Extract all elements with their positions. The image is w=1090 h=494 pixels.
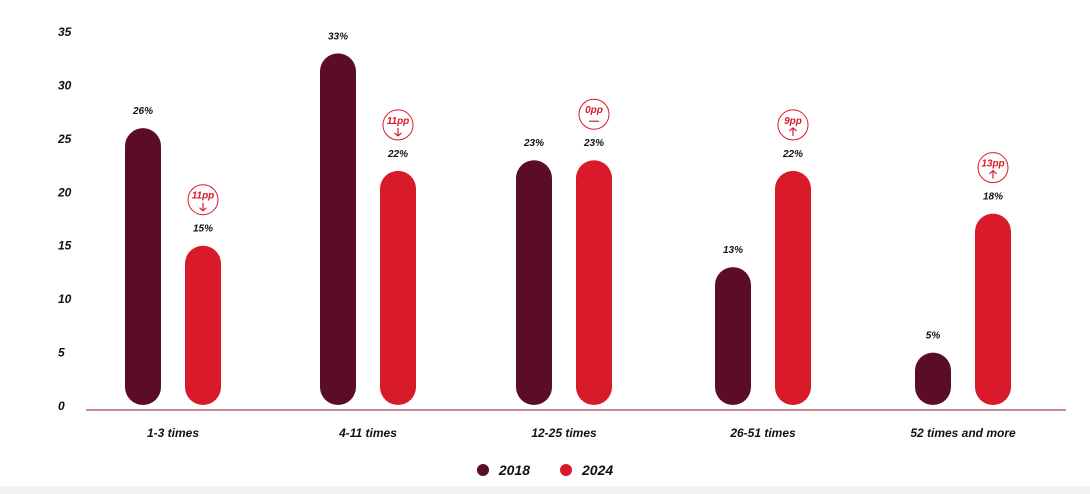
data-label: 5% bbox=[926, 331, 941, 342]
y-tick-label: 5 bbox=[58, 346, 65, 360]
bar-2018 bbox=[715, 267, 751, 405]
change-badge: 11pp bbox=[382, 109, 414, 141]
category-label: 4-11 times bbox=[338, 426, 397, 440]
change-badge-circle bbox=[578, 98, 610, 130]
change-value: 9pp bbox=[784, 116, 802, 127]
arrow-head bbox=[199, 207, 207, 212]
legend-item-2018: 2018 bbox=[476, 462, 530, 478]
bar-2018 bbox=[516, 160, 552, 405]
category-label: 1-3 times bbox=[147, 426, 199, 440]
y-tick-label: 30 bbox=[58, 78, 72, 92]
legend-label-2018: 2018 bbox=[498, 462, 530, 478]
y-tick-label: 0 bbox=[58, 399, 65, 413]
arrow-head bbox=[394, 132, 402, 137]
y-tick-label: 35 bbox=[58, 25, 72, 39]
legend-swatch-2024 bbox=[560, 464, 572, 476]
page-footer-band bbox=[0, 486, 1090, 494]
data-label: 18% bbox=[983, 192, 1003, 203]
data-label: 23% bbox=[523, 138, 544, 149]
legend-label-2024: 2024 bbox=[582, 462, 614, 478]
arrow-head bbox=[789, 127, 797, 132]
change-badge-circle bbox=[187, 184, 219, 216]
legend-swatch-2018 bbox=[476, 464, 489, 476]
bar-2018 bbox=[320, 53, 356, 405]
change-value: 13pp bbox=[981, 159, 1004, 170]
y-tick-label: 10 bbox=[58, 292, 72, 306]
y-tick-label: 15 bbox=[58, 239, 72, 253]
data-label: 13% bbox=[723, 245, 743, 256]
data-label: 33% bbox=[328, 31, 348, 42]
data-label: 23% bbox=[583, 138, 604, 149]
change-badge: 9pp bbox=[777, 109, 809, 141]
y-tick-label: 25 bbox=[57, 132, 72, 146]
bar-2024 bbox=[380, 170, 416, 405]
data-label: 26% bbox=[132, 106, 153, 117]
legend: 2018 2024 bbox=[0, 462, 1090, 478]
bar-2024 bbox=[975, 213, 1011, 405]
change-badge-circle bbox=[777, 109, 809, 141]
category-label: 52 times and more bbox=[910, 426, 1016, 440]
data-label: 22% bbox=[387, 149, 408, 160]
bar-2024 bbox=[576, 160, 612, 405]
y-tick-label: 20 bbox=[57, 185, 72, 199]
bar-2018 bbox=[915, 352, 951, 405]
change-badge: 11pp bbox=[187, 184, 219, 216]
arrow-up-icon bbox=[989, 169, 997, 179]
bar-2024 bbox=[185, 245, 221, 405]
change-value: 11pp bbox=[387, 116, 410, 127]
bar-2018 bbox=[125, 128, 161, 405]
change-badge-circle bbox=[382, 109, 414, 141]
legend-item-2024: 2024 bbox=[560, 462, 613, 478]
category-label: 26-51 times bbox=[729, 426, 796, 440]
change-value: 11pp bbox=[192, 191, 215, 202]
change-badge: 0pp bbox=[578, 98, 610, 130]
change-badge-circle bbox=[977, 152, 1009, 184]
arrow-down-icon bbox=[394, 127, 402, 137]
bar-2024 bbox=[775, 170, 811, 405]
arrow-down-icon bbox=[199, 202, 207, 212]
data-label: 15% bbox=[193, 224, 213, 235]
data-label: 22% bbox=[782, 149, 803, 160]
arrow-head bbox=[989, 169, 997, 175]
change-value: 0pp bbox=[585, 105, 603, 116]
change-badge: 13pp bbox=[977, 152, 1009, 184]
category-label: 12-25 times bbox=[531, 426, 597, 440]
arrow-up-icon bbox=[789, 127, 797, 136]
